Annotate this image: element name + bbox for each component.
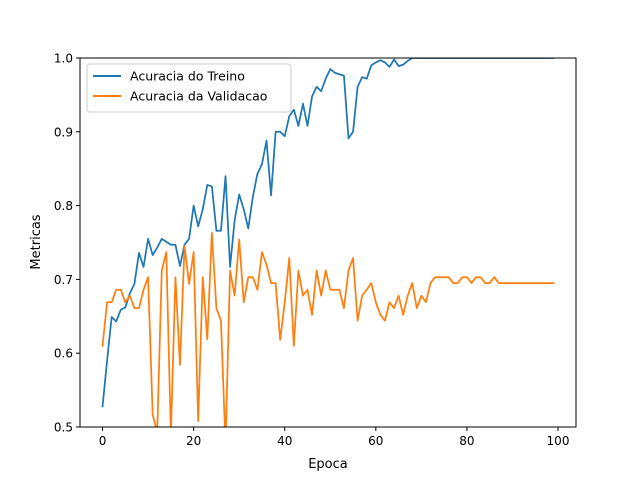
series-line-validation <box>101 232 555 427</box>
y-tick-label: 0.8 <box>54 199 73 213</box>
y-tick-label: 0.9 <box>54 125 73 139</box>
legend: Acuracia do Treino Acuracia da Validacao <box>86 63 292 113</box>
y-tick-label: 1.0 <box>54 52 73 66</box>
y-tick-label: 0.5 <box>54 421 73 435</box>
x-axis-label: Epoca <box>308 457 348 472</box>
legend-label-validation: Acuracia da Validacao <box>130 89 267 104</box>
x-tick-label: 0 <box>99 434 107 448</box>
legend-label-train: Acuracia do Treino <box>130 69 245 84</box>
x-tick-label: 60 <box>368 434 383 448</box>
y-axis-label: Metricas <box>29 214 44 269</box>
x-tick-label: 20 <box>186 434 201 448</box>
axes-layer: 0 20 40 60 80 100 0.5 0.6 0.7 0.8 0.9 1.0 <box>54 52 570 449</box>
x-tick-label: 80 <box>459 434 474 448</box>
plot-frame <box>79 57 577 428</box>
series-line-train <box>101 58 555 408</box>
series-layer <box>101 58 555 427</box>
x-tick-label: 100 <box>547 434 570 448</box>
y-tick-label: 0.6 <box>54 347 73 361</box>
legend-box <box>86 63 292 113</box>
y-tick-label: 0.7 <box>54 273 73 287</box>
x-tick-label: 40 <box>277 434 292 448</box>
